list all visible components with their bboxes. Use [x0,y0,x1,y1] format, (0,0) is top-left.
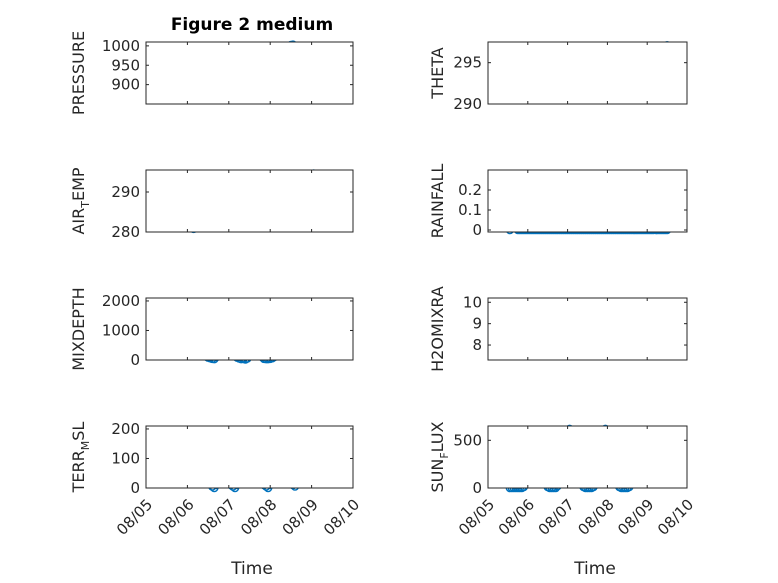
y-tick-label: 280 [111,223,140,241]
y-tick-label: 0 [130,479,140,497]
y-tick-label: 0.1 [458,201,482,219]
y-axis-label: PRESSURE [69,31,88,115]
y-tick-label: 290 [111,183,140,201]
y-axis-label: SUNFLUX [428,421,451,492]
x-tick-label: 08/07 [535,496,578,539]
y-tick-label: 1000 [102,321,140,339]
y-tick-label: 10 [463,293,482,311]
y-axis-label: MIXDEPTH [69,287,88,370]
axes-frame [487,297,688,361]
axes-frame [145,41,354,105]
y-tick-label: 0 [130,351,140,369]
y-axis-label: H2OMIXRA [428,286,447,372]
x-axis-label-left: Time [230,559,273,579]
x-tick-label: 08/08 [574,496,617,539]
x-tick-label: 08/05 [455,496,498,539]
y-tick-label: 0.2 [458,181,482,199]
x-axis-label-right: Time [573,559,616,579]
y-tick-label: 900 [111,76,140,94]
panel-theta: 290 295 THETA [428,41,688,113]
x-tick-label: 08/09 [614,496,657,539]
y-tick-label: 950 [111,56,140,74]
axes-frame [487,425,688,489]
y-axis-label: AIRTEMP [69,167,92,234]
y-tick-label: 1000 [102,37,140,55]
x-tick-label: 08/09 [279,496,322,539]
y-tick-label: 200 [111,420,140,438]
y-axis-label: TERRMSL [69,422,92,494]
y-tick-label: 8 [472,336,482,354]
axes-frame [145,297,354,361]
y-tick-label: 2000 [102,292,140,310]
figure-title: Figure 2 medium [171,15,333,35]
y-tick-label: 290 [453,95,482,113]
panel-air_temp: 280 290 AIRTEMP [69,167,354,241]
y-tick-label: 295 [453,54,482,72]
x-tick-label: 08/06 [154,496,197,539]
y-tick-label: 500 [453,431,482,449]
x-tick-label: 08/05 [113,496,156,539]
y-tick-label: 0 [472,479,482,497]
axes-frame [487,41,688,105]
x-tick-label: 08/06 [495,496,538,539]
y-axis-label: THETA [428,47,447,99]
panel-h2omixra: 8 9 10 H2OMIXRA [428,286,688,372]
x-tick-label: 08/10 [320,496,363,539]
x-tick-label: 08/07 [196,496,239,539]
x-tick-label: 08/08 [237,496,280,539]
axes-frame [145,425,354,489]
y-tick-label: 9 [472,315,482,333]
x-tick-label: 08/10 [654,496,697,539]
axes-frame [145,169,354,233]
panel-rainfall: 0 0.1 0.2 RAINFALL [428,164,688,239]
y-tick-label: 100 [111,449,140,467]
y-axis-label: RAINFALL [428,164,447,239]
axes-frame [487,169,688,233]
y-tick-label: 0 [472,221,482,239]
panel-mixdepth: 0 1000 2000 MIXDEPTH [69,287,354,371]
